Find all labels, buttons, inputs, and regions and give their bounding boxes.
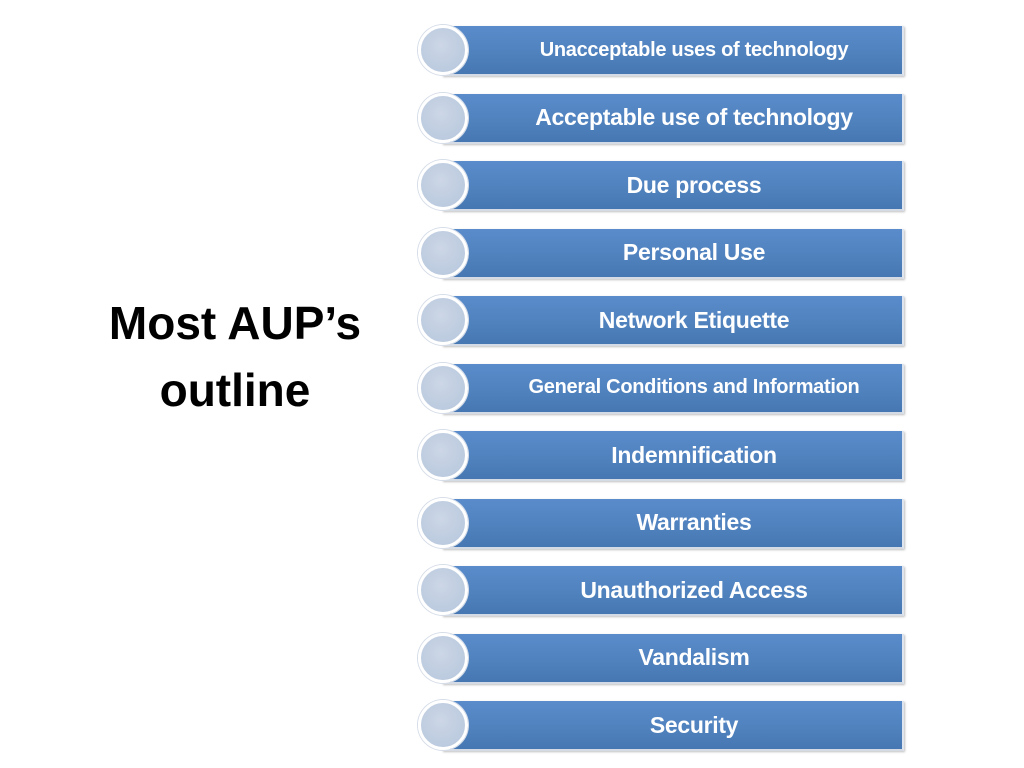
item-label: Unauthorized Access <box>580 576 808 603</box>
bullet-circle-icon <box>418 430 468 480</box>
bullet-circle-icon <box>418 700 468 750</box>
bullet-circle-icon <box>418 92 468 143</box>
item-label: Vandalism <box>638 644 750 670</box>
item-bar: Unacceptable uses of technology <box>442 26 904 76</box>
list-item: Vandalism <box>418 632 918 686</box>
bullet-circle-icon <box>418 160 468 210</box>
title-line-1: Most AUP’s <box>108 297 362 349</box>
bullet-circle-icon <box>418 497 468 548</box>
list-item: Personal Use <box>418 227 918 281</box>
slide-title: Most AUP’s outline <box>70 290 400 424</box>
item-bar: Personal Use <box>442 228 904 279</box>
list-item: Unacceptable uses of technology <box>418 24 918 78</box>
item-bar: Security <box>442 701 904 751</box>
list-item: Unauthorized Access <box>418 564 918 618</box>
item-label: Security <box>649 711 739 738</box>
item-bar: Network Etiquette <box>442 296 904 346</box>
item-label: Warranties <box>636 509 752 535</box>
list-item: General Conditions and Information <box>418 362 918 416</box>
item-bar: Warranties <box>442 498 904 549</box>
list-item: Security <box>418 699 918 753</box>
item-bar: Vandalism <box>442 633 904 684</box>
item-bar: Acceptable use of technology <box>442 93 904 144</box>
list-item: Indemnification <box>418 429 918 483</box>
item-label: Personal Use <box>622 239 766 265</box>
list-item: Acceptable use of technology <box>418 92 918 146</box>
outline-list: Unacceptable uses of technology Acceptab… <box>418 24 918 767</box>
bullet-circle-icon <box>418 227 468 278</box>
list-item: Due process <box>418 159 918 213</box>
bullet-circle-icon <box>418 565 468 615</box>
item-bar: Due process <box>442 161 904 211</box>
item-label: Due process <box>626 171 762 198</box>
item-bar: General Conditions and Information <box>442 363 904 414</box>
item-label: General Conditions and Information <box>528 376 860 398</box>
list-item: Warranties <box>418 497 918 551</box>
item-bar: Unauthorized Access <box>442 566 904 616</box>
bullet-circle-icon <box>418 295 468 345</box>
item-label: Network Etiquette <box>598 306 790 333</box>
item-label: Indemnification <box>611 441 777 468</box>
bullet-circle-icon <box>418 25 468 75</box>
item-label: Unacceptable uses of technology <box>539 38 849 61</box>
title-line-2: outline <box>159 364 311 416</box>
item-label: Acceptable use of technology <box>535 104 853 130</box>
list-item: Network Etiquette <box>418 294 918 348</box>
bullet-circle-icon <box>418 362 468 413</box>
bullet-circle-icon <box>418 632 468 683</box>
item-bar: Indemnification <box>442 431 904 481</box>
